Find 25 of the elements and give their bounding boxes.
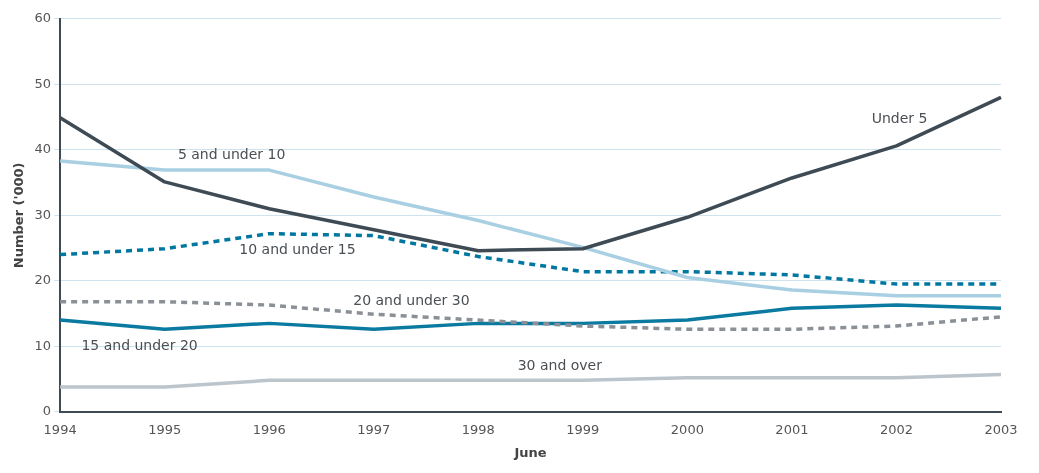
x-tick-label: 1995 [148,421,182,437]
x-tick-label: 1998 [461,421,495,437]
x-tick-label: 2002 [879,421,914,437]
series-label: 30 and over [517,357,603,374]
y-tick-label: 20 [34,272,52,288]
x-tick-label: 1999 [566,421,600,437]
x-tick-label: 1996 [252,421,286,437]
y-tick-label: 30 [34,206,52,222]
y-tick-label: 50 [34,75,52,91]
y-tick-label: 10 [34,337,52,353]
series-label: 15 and under 20 [81,336,198,353]
series-label: 20 and under 30 [353,291,470,308]
x-tick-label: 2003 [984,421,1018,437]
y-axis-title: Number ('000) [11,162,27,269]
y-tick-label: 60 [34,10,52,26]
x-tick-label: 1994 [43,421,77,437]
x-tick-label: 2001 [775,421,809,437]
series-label: 10 and under 15 [239,241,356,258]
series-label: Under 5 [871,110,928,127]
x-tick-label: 2000 [670,421,704,437]
y-tick-label: 40 [34,141,52,157]
y-tick-label: 0 [42,403,52,419]
series-label: 5 and under 10 [177,145,286,162]
x-axis-title: June [513,444,547,460]
x-tick-label: 1997 [357,421,391,437]
